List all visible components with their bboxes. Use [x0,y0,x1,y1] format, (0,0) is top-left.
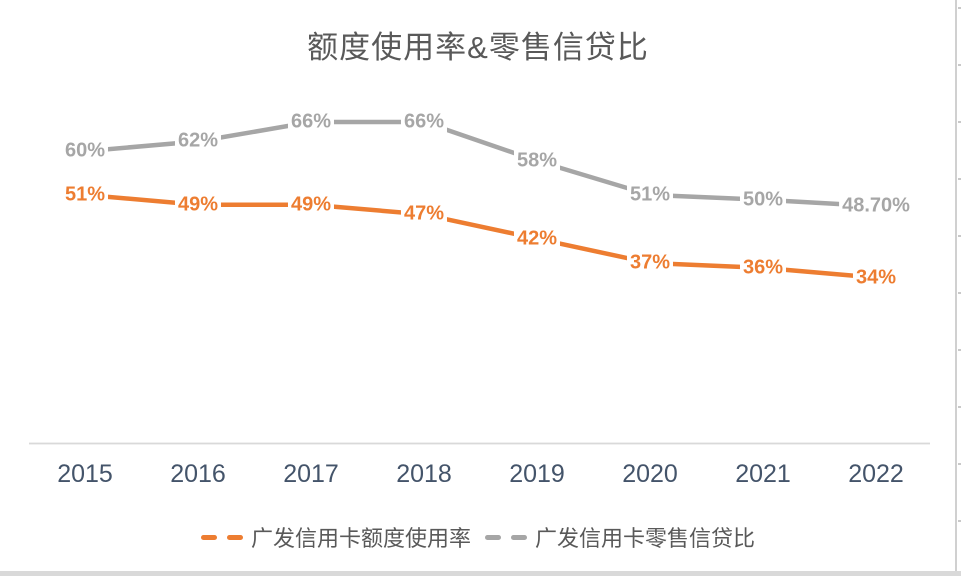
data-label: 60% [61,139,109,163]
data-label: 47% [400,202,448,226]
data-label: 58% [513,149,561,173]
dashed-line-icon [485,534,527,540]
right-border [955,0,957,571]
data-label: 62% [174,129,222,153]
edge-tick [958,178,961,180]
edge-tick [958,349,961,351]
edge-tick [958,235,961,237]
edge-tick [958,520,961,522]
data-label: 49% [174,193,222,217]
edge-tick [958,406,961,408]
data-label: 66% [400,110,448,134]
x-axis-label: 2017 [283,460,339,488]
edge-tick [958,292,961,294]
data-label: 34% [852,266,900,290]
x-axis-label: 2022 [848,460,904,488]
dashed-line-icon [200,534,243,540]
data-label: 50% [739,188,787,212]
data-label: 49% [287,193,335,217]
x-axis-label: 2016 [170,460,226,488]
data-label: 37% [626,251,674,275]
legend-item-usage-rate: 广发信用卡额度使用率 [200,521,471,553]
bottom-border [0,571,961,576]
x-axis-label: 2018 [396,460,452,488]
x-axis-label: 2020 [622,460,678,488]
data-label: 51% [626,183,674,207]
data-label: 42% [513,227,561,251]
edge-tick [958,64,961,66]
legend-label: 广发信用卡零售信贷比 [535,526,756,551]
legend-label: 广发信用卡额度使用率 [250,526,471,551]
data-label: 51% [61,183,109,207]
x-axis-label: 2015 [57,460,113,488]
data-label: 48.70% [839,194,913,218]
data-label: 36% [739,256,787,280]
data-label: 66% [287,110,335,134]
edge-tick [958,121,961,123]
chart-title: 额度使用率&零售信贷比 [307,30,649,65]
x-axis-label: 2021 [735,460,791,488]
edge-tick [958,7,961,9]
x-axis-label: 2019 [509,460,565,488]
legend-item-retail-credit: 广发信用卡零售信贷比 [485,521,755,553]
legend: 广发信用卡额度使用率 广发信用卡零售信贷比 [0,522,956,552]
edge-tick [958,463,961,465]
